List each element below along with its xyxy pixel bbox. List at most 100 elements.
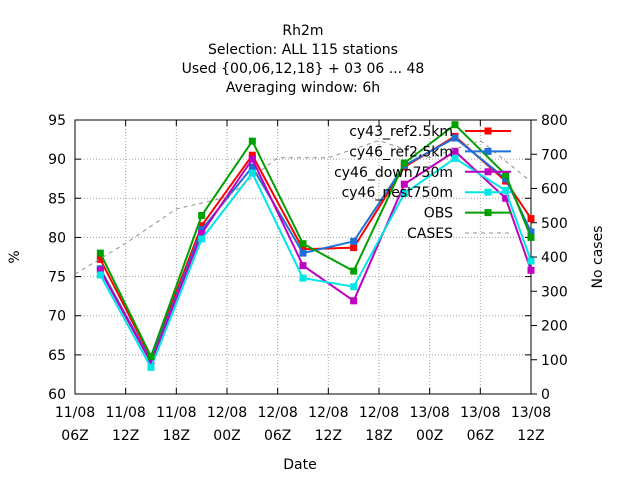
data-point-cy46_down750m xyxy=(350,297,358,305)
legend-marker xyxy=(484,168,492,176)
y2-tick-label: 300 xyxy=(541,284,568,300)
data-point-cy46_down750m xyxy=(96,266,104,274)
legend-label: CASES xyxy=(407,226,453,242)
x-tick-label-date: 13/08 xyxy=(511,405,551,421)
data-point-cy46_ref2.5km xyxy=(299,249,307,257)
title-line: Used {00,06,12,18} + 03 06 ... 48 xyxy=(182,61,425,77)
y-axis: 60 65 70 75 80 85 90 95 xyxy=(48,113,531,403)
y-tick-label: 65 xyxy=(48,348,66,364)
legend-label: cy46_ref2.5km xyxy=(349,144,453,160)
series-line-CASES xyxy=(74,139,532,275)
data-point-cy43_ref2.5km xyxy=(248,151,256,159)
series-line-OBS xyxy=(99,123,532,359)
x-tick-label-hour: 06Z xyxy=(467,428,494,444)
y2-tick-label: 0 xyxy=(541,387,550,403)
y2-axis-label: No cases xyxy=(590,226,606,289)
data-point-cy43_ref2.5km xyxy=(198,222,206,230)
x-tick-label-hour: 18Z xyxy=(365,428,392,444)
y-tick-label: 90 xyxy=(48,152,66,168)
data-point-cy46_down750m xyxy=(198,230,206,238)
data-point-cy46_nest750m xyxy=(350,283,358,291)
x-tick-label-date: 11/08 xyxy=(105,405,145,421)
data-point-OBS xyxy=(451,121,459,129)
title-line: Selection: ALL 115 stations xyxy=(208,42,398,58)
y2-tick-label: 800 xyxy=(541,113,568,129)
x-tick-label-hour: 06Z xyxy=(264,428,291,444)
x-tick-label-date: 12/08 xyxy=(308,405,348,421)
data-point-cy43_ref2.5km xyxy=(299,245,307,253)
legend-label: cy43_ref2.5km xyxy=(349,124,453,140)
data-point-cy46_down750m xyxy=(147,359,155,367)
data-point-cy46_nest750m xyxy=(451,154,459,162)
y2-tick-label: 600 xyxy=(541,182,568,198)
data-point-cy46_ref2.5km xyxy=(527,228,535,236)
y-tick-label: 80 xyxy=(48,230,66,246)
legend-marker xyxy=(484,127,492,135)
x-tick-label-date: 13/08 xyxy=(409,405,449,421)
data-point-cy46_down750m xyxy=(400,180,408,188)
legend-label: cy46_nest750m xyxy=(342,185,453,201)
chart-title-block: Rh2m Selection: ALL 115 stations Used {00,… xyxy=(182,23,425,96)
data-point-cy46_ref2.5km xyxy=(502,175,510,183)
series xyxy=(74,121,535,371)
x-tick-label-date: 12/08 xyxy=(257,405,297,421)
x-tick-label-hour: 00Z xyxy=(213,428,240,444)
data-point-OBS xyxy=(299,240,307,248)
data-point-cy46_down750m xyxy=(451,147,459,155)
data-point-OBS xyxy=(198,212,206,220)
data-point-cy46_down750m xyxy=(502,194,510,202)
data-point-cy43_ref2.5km xyxy=(350,244,358,252)
y-axis-label: % xyxy=(7,250,23,263)
data-point-cy46_nest750m xyxy=(198,235,206,243)
x-tick-label-hour: 12Z xyxy=(315,428,342,444)
y2-tick-label: 700 xyxy=(541,147,568,163)
data-point-OBS xyxy=(502,171,510,179)
x-tick-label-hour: 18Z xyxy=(163,428,190,444)
x-tick-label-hour: 12Z xyxy=(112,428,139,444)
legend: cy43_ref2.5km cy46_ref2.5km cy46_down750mc… xyxy=(334,124,511,242)
title-line: Rh2m xyxy=(282,23,323,39)
legend-label: cy46_down750m xyxy=(334,165,453,181)
data-point-OBS xyxy=(527,233,535,241)
x-axis: 11/08 06Z 11/08 12Z 11/08 18Z 12/08 00Z 12/08 06Z… xyxy=(55,120,551,444)
data-point-cy46_nest750m xyxy=(96,271,104,279)
data-point-cy46_ref2.5km xyxy=(248,163,256,171)
data-point-OBS xyxy=(248,137,256,145)
x-tick-label-hour: 00Z xyxy=(416,428,443,444)
data-point-cy43_ref2.5km xyxy=(527,215,535,223)
x-tick-label-date: 12/08 xyxy=(207,405,247,421)
y2-axis: 0 100 200 300 400 500 600 700 800 xyxy=(531,113,568,403)
x-tick-label-hour: 06Z xyxy=(61,428,88,444)
y-tick-label: 85 xyxy=(48,191,66,207)
data-point-cy46_ref2.5km xyxy=(198,226,206,234)
y-tick-label: 75 xyxy=(48,270,66,286)
x-tick-label-date: 11/08 xyxy=(156,405,196,421)
data-point-cy46_nest750m xyxy=(502,186,510,194)
series-line-cy46_ref2.5km xyxy=(99,136,532,364)
y2-tick-label: 400 xyxy=(541,250,568,266)
data-point-cy46_nest750m xyxy=(527,257,535,265)
legend-marker xyxy=(484,188,492,196)
data-point-cy46_nest750m xyxy=(299,274,307,282)
data-point-cy46_ref2.5km xyxy=(350,237,358,245)
y-tick-label: 60 xyxy=(48,387,66,403)
data-point-OBS xyxy=(147,352,155,360)
data-point-cy46_nest750m xyxy=(400,190,408,198)
legend-marker xyxy=(484,209,492,217)
data-point-cy46_nest750m xyxy=(147,363,155,371)
data-point-OBS xyxy=(350,267,358,275)
data-point-cy46_down750m xyxy=(299,262,307,270)
legend-label: OBS xyxy=(424,206,453,222)
x-tick-label-date: 13/08 xyxy=(460,405,500,421)
data-point-cy46_nest750m xyxy=(248,169,256,177)
x-axis-label: Date xyxy=(283,457,316,473)
y2-tick-label: 500 xyxy=(541,216,568,232)
y2-tick-label: 200 xyxy=(541,319,568,335)
data-point-cy46_down750m xyxy=(527,266,535,274)
y2-tick-label: 100 xyxy=(541,353,568,369)
x-tick-label-hour: 12Z xyxy=(517,428,544,444)
x-tick-label-date: 11/08 xyxy=(55,405,95,421)
data-point-cy46_ref2.5km xyxy=(451,134,459,142)
series-line-cy46_nest750m xyxy=(99,157,532,370)
